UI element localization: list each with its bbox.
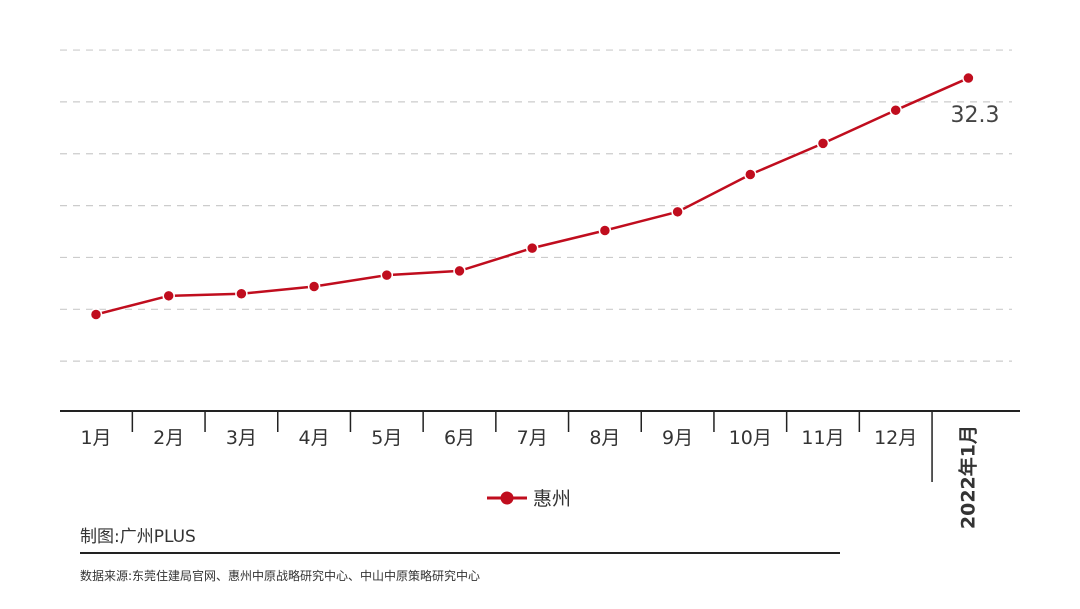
x-tick-label: 12月 xyxy=(874,427,917,449)
data-label: 32.3 xyxy=(951,103,1000,128)
x-tick-label: 2月 xyxy=(153,427,184,449)
x-tick-label: 10月 xyxy=(729,427,772,449)
x-tick-label: 1月 xyxy=(80,427,111,449)
x-tick-label: 7月 xyxy=(517,427,548,449)
x-tick-label: 5月 xyxy=(371,427,402,449)
data-point xyxy=(89,308,103,321)
divider xyxy=(80,552,840,554)
x-tick-label: 9月 xyxy=(662,427,693,449)
data-point xyxy=(453,264,466,278)
series-line xyxy=(95,76,969,316)
data-point xyxy=(162,289,175,303)
data-point xyxy=(525,241,539,255)
data-point xyxy=(235,287,248,300)
data-point xyxy=(962,71,975,85)
x-tick-label: 11月 xyxy=(801,427,844,449)
legend-label: 惠州 xyxy=(533,488,571,510)
data-point xyxy=(671,205,684,219)
x-tick-label: 8月 xyxy=(589,427,620,449)
x-tick-label: 4月 xyxy=(299,427,330,449)
data-point xyxy=(816,137,830,150)
credit: 制图:广州PLUS xyxy=(80,527,196,547)
x-tick-label: 3月 xyxy=(226,427,257,449)
data-point xyxy=(380,268,394,282)
x-tick-label: 2022年1月 xyxy=(956,425,979,529)
data-point xyxy=(744,168,757,181)
data-point xyxy=(598,224,612,237)
x-tick-label: 6月 xyxy=(444,427,475,449)
data-point xyxy=(307,280,321,293)
source-note: 数据来源:东莞住建局官网、惠州中原战略研究中心、中山中原策略研究中心 xyxy=(80,569,481,583)
legend-marker xyxy=(500,491,514,505)
data-point xyxy=(889,103,902,117)
